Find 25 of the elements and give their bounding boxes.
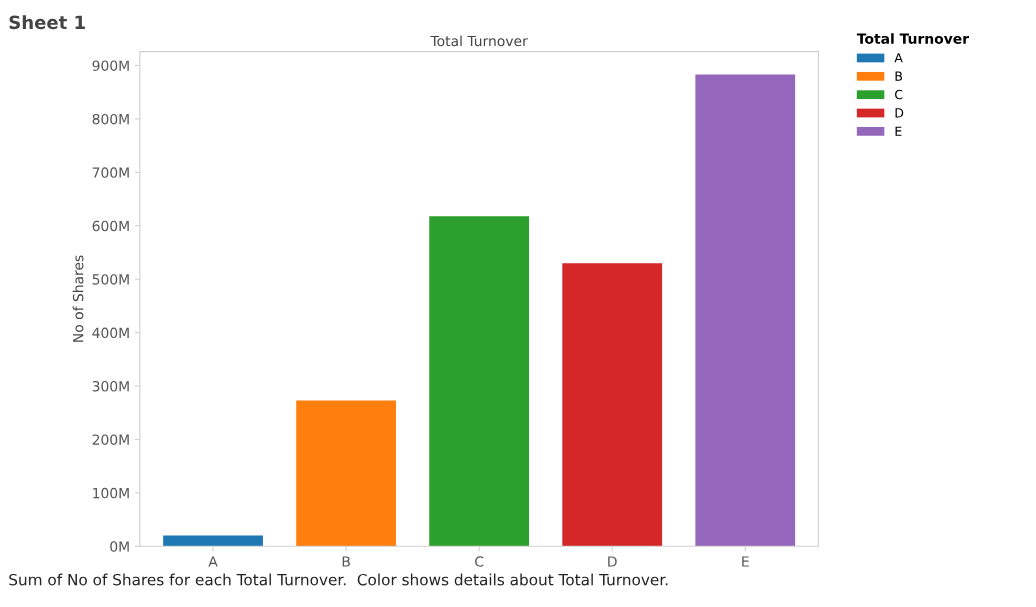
legend-label: D (895, 108, 904, 118)
x-tick-label: C (475, 556, 484, 567)
chart-subtitle: Total Turnover (430, 35, 528, 47)
y-tick-label: 600M (92, 220, 129, 232)
x-tick-label: D (608, 556, 617, 567)
legend-label: C (895, 89, 903, 100)
x-tick-label: A (208, 556, 218, 567)
y-tick-label: 100M (93, 487, 129, 499)
legend-label: A (894, 53, 903, 63)
legend-label: B (895, 71, 903, 81)
legend-title: Total Turnover (856, 33, 970, 44)
legend-label: E (895, 126, 902, 136)
text: Sum of No of Shares for each Total Turnover. Color shows details about Total Turnover. (9, 573, 668, 586)
y-tick-label: 800M (92, 113, 129, 125)
y-tick-label: 200M (92, 434, 129, 445)
y-tick-label: 700M (92, 167, 129, 178)
x-tick-label: E (742, 556, 749, 567)
y-tick-label: 300M (92, 381, 129, 392)
y-tick-label: 0M (110, 541, 129, 552)
y-axis-title: No of Shares (72, 255, 84, 342)
chart-title: Sheet 1 (9, 15, 85, 30)
y-tick-label: 400M (92, 327, 129, 339)
x-tick-label: B (342, 556, 350, 567)
y-tick-label: 900M (92, 60, 129, 71)
y-tick-label: 500M (92, 274, 129, 285)
